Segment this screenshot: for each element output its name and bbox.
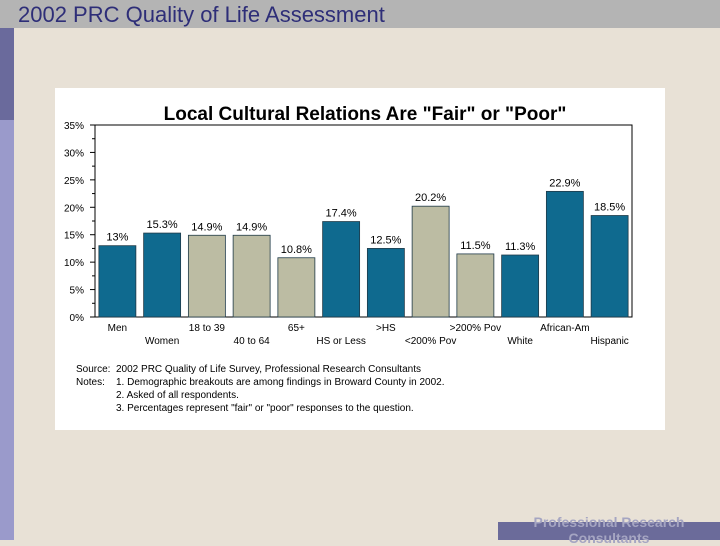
category-label: 65+ <box>288 323 305 334</box>
bar--hs <box>366 248 405 318</box>
category-label: >HS <box>376 323 396 334</box>
value-label: 20.2% <box>415 192 446 204</box>
value-label: 18.5% <box>594 202 625 214</box>
source-label: Source: <box>76 364 111 375</box>
y-tick-label: 25% <box>64 176 84 187</box>
plot-area <box>94 124 633 318</box>
value-label: 15.3% <box>147 219 178 231</box>
category-label: >200% Pov <box>450 323 501 334</box>
title-bar <box>0 0 720 28</box>
y-tick-label: 15% <box>64 231 84 242</box>
chart-title: Local Cultural Relations Are "Fair" or "… <box>164 104 567 125</box>
category-label: African-Am <box>540 323 589 334</box>
category-label: 40 to 64 <box>234 336 271 347</box>
bar--200-pov <box>411 205 450 318</box>
source-text: 2002 PRC Quality of Life Survey, Profess… <box>116 364 421 375</box>
value-label: 11.3% <box>505 241 536 253</box>
bar-hispanic <box>590 215 629 318</box>
value-label: 14.9% <box>191 221 222 233</box>
category-label: Men <box>108 323 127 334</box>
y-tick-label: 5% <box>70 286 85 297</box>
category-label: Hispanic <box>590 336 628 347</box>
category-label: 18 to 39 <box>189 323 226 334</box>
bar-65- <box>277 257 316 318</box>
value-label: 22.9% <box>549 177 580 189</box>
y-axis: 0% 5% 10% 15% 20% 25% 30% 35% <box>64 121 95 324</box>
bar-chart: Local Cultural Relations Are "Fair" or "… <box>64 104 633 347</box>
note-3: 3. Percentages represent "fair" or "poor… <box>116 403 414 414</box>
y-tick-label: 35% <box>64 121 84 132</box>
y-tick-label: 10% <box>64 258 84 269</box>
bar-18-to-39 <box>187 234 226 318</box>
y-tick-label: 0% <box>70 313 85 324</box>
left-accent-strip-light <box>0 120 14 540</box>
left-accent-strip-dark <box>0 28 14 120</box>
chart-panel: Local Cultural Relations Are "Fair" or "… <box>55 88 665 430</box>
value-label: 14.9% <box>236 221 267 233</box>
value-label: 10.8% <box>281 244 312 256</box>
value-label: 11.5% <box>460 240 491 252</box>
bar--200-pov <box>456 253 495 318</box>
bar-40-to-64 <box>232 234 271 318</box>
value-label: 17.4% <box>326 208 357 220</box>
note-2: 2. Asked of all respondents. <box>116 390 239 401</box>
category-label: White <box>507 336 533 347</box>
value-label: 12.5% <box>370 234 401 246</box>
category-label: <200% Pov <box>405 336 456 347</box>
footer-text: Professional Research Consultants <box>533 514 685 546</box>
slide-title: 2002 PRC Quality of Life Assessment <box>18 2 385 27</box>
value-label: 13% <box>106 232 128 244</box>
footer-bar <box>498 522 720 540</box>
y-tick-label: 20% <box>64 203 84 214</box>
y-tick-label: 30% <box>64 148 84 159</box>
note-1: 1. Demographic breakouts are among findi… <box>116 377 445 388</box>
bar-african-am <box>545 190 584 318</box>
bar-men <box>98 245 137 318</box>
notes-label: Notes: <box>76 377 105 388</box>
category-label: HS or Less <box>316 336 365 347</box>
bar-hs-or-less <box>322 221 361 318</box>
bar-white <box>501 254 540 318</box>
category-label: Women <box>145 336 179 347</box>
bars: 13% Men 15.3% Women 14.9% 18 to 39 14.9% 40 to … <box>98 177 629 347</box>
bar-women <box>143 232 182 318</box>
